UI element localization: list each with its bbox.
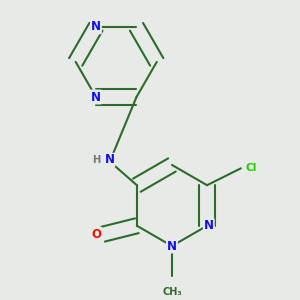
Text: N: N <box>204 219 214 232</box>
Text: Cl: Cl <box>245 163 257 173</box>
Text: N: N <box>91 91 101 103</box>
Text: N: N <box>167 239 177 253</box>
Text: H: H <box>92 155 100 165</box>
Text: CH₃: CH₃ <box>162 286 182 297</box>
Text: N: N <box>91 20 101 33</box>
Text: O: O <box>91 228 101 241</box>
Text: N: N <box>105 153 115 167</box>
